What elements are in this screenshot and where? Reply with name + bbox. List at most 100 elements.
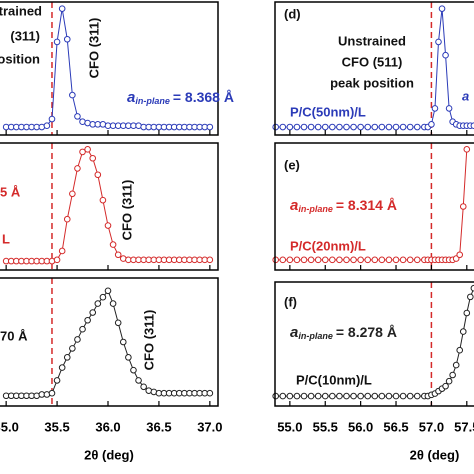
data-point (69, 345, 76, 352)
data-point (99, 293, 107, 301)
data-point (307, 123, 315, 131)
data-point (206, 389, 214, 397)
data-point (94, 171, 102, 179)
data-point (314, 256, 322, 264)
data-point (406, 392, 414, 400)
data-point (43, 122, 51, 129)
data-point (84, 146, 91, 153)
x-tick-label: 36.5 (146, 419, 171, 434)
data-point (286, 392, 294, 400)
data-point (343, 256, 350, 264)
data-point (467, 293, 474, 301)
data-point (378, 123, 386, 131)
annotation: position (0, 51, 40, 66)
data-point (140, 383, 147, 391)
x-tick-label: 35.5 (44, 419, 69, 434)
data-point (89, 154, 97, 162)
data-point (406, 123, 414, 131)
lattice-symbol: a (290, 197, 298, 214)
data-line (6, 148, 210, 262)
data-point (445, 105, 453, 112)
annotation: 70 Å (0, 328, 28, 343)
data-point (350, 392, 357, 400)
data-point (53, 38, 61, 46)
data-point (364, 392, 372, 400)
data-point (463, 309, 471, 317)
data-point (114, 251, 122, 259)
data-point (336, 123, 343, 131)
annotation: (d) (284, 6, 301, 21)
data-point (74, 165, 81, 172)
annotation: (311) (10, 28, 40, 43)
panel-frame (0, 277, 219, 407)
data-point (371, 256, 379, 264)
annotation: L (2, 231, 10, 246)
annotation: (f) (284, 294, 297, 309)
lattice-symbol: a (127, 89, 135, 106)
data-point (413, 392, 421, 400)
peak-label: CFO (311) (119, 180, 134, 241)
x-tick-label: 56.0 (348, 419, 373, 434)
data-point (357, 256, 364, 264)
data-point (350, 123, 357, 131)
data-point (385, 392, 393, 400)
data-point (343, 123, 350, 131)
data-point (456, 346, 464, 354)
data-line (6, 8, 210, 128)
data-point (459, 328, 467, 335)
data-point (293, 392, 301, 400)
annotation: (e) (284, 157, 300, 172)
data-point (314, 123, 322, 131)
data-point (399, 123, 407, 131)
data-point (378, 392, 386, 400)
data-point (435, 38, 442, 46)
data-point (63, 354, 71, 361)
data-point (206, 256, 214, 264)
data-point (357, 123, 364, 131)
data-point (94, 300, 102, 307)
data-point (130, 366, 137, 374)
x-axis-label: 2θ (deg) (410, 447, 460, 462)
lattice-value: = 8.278 Å (336, 324, 397, 340)
panel-frame (274, 142, 474, 271)
x-tick-label: 55.0 (277, 419, 302, 434)
data-point (286, 123, 294, 131)
data-point (63, 215, 71, 223)
data-point (456, 251, 464, 259)
peak-label: CFO (311) (86, 18, 101, 79)
data-point (300, 392, 308, 400)
data-point (413, 256, 421, 264)
data-point (79, 148, 86, 156)
data-point (69, 91, 76, 99)
data-point (336, 392, 343, 400)
data-point (53, 256, 61, 264)
data-point (449, 371, 456, 379)
x-tick-label: 55.5 (313, 419, 338, 434)
x-tick-label: 57.0 (419, 419, 444, 434)
data-point (463, 146, 471, 153)
data-point (300, 256, 308, 264)
annotation: Unstrained (338, 33, 406, 48)
data-point (293, 256, 301, 264)
data-point (286, 256, 294, 264)
data-point (279, 392, 287, 400)
data-point (109, 300, 117, 307)
data-point (321, 123, 329, 131)
data-point (399, 256, 407, 264)
data-point (135, 377, 142, 384)
lattice-annotation: ain-plane = 8.314 Å (290, 197, 397, 215)
data-point (431, 105, 439, 112)
x-tick-label: 36.0 (95, 419, 120, 434)
x-tick-label: 37.0 (197, 419, 222, 434)
data-point (378, 256, 386, 264)
x-axis-label: 2θ (deg) (84, 447, 134, 462)
data-point (371, 123, 379, 131)
data-point (300, 123, 308, 131)
data-point (307, 392, 315, 400)
data-point (58, 5, 66, 12)
data-point (125, 354, 132, 361)
data-point (329, 256, 336, 264)
data-point (357, 392, 364, 400)
data-point (74, 113, 81, 120)
